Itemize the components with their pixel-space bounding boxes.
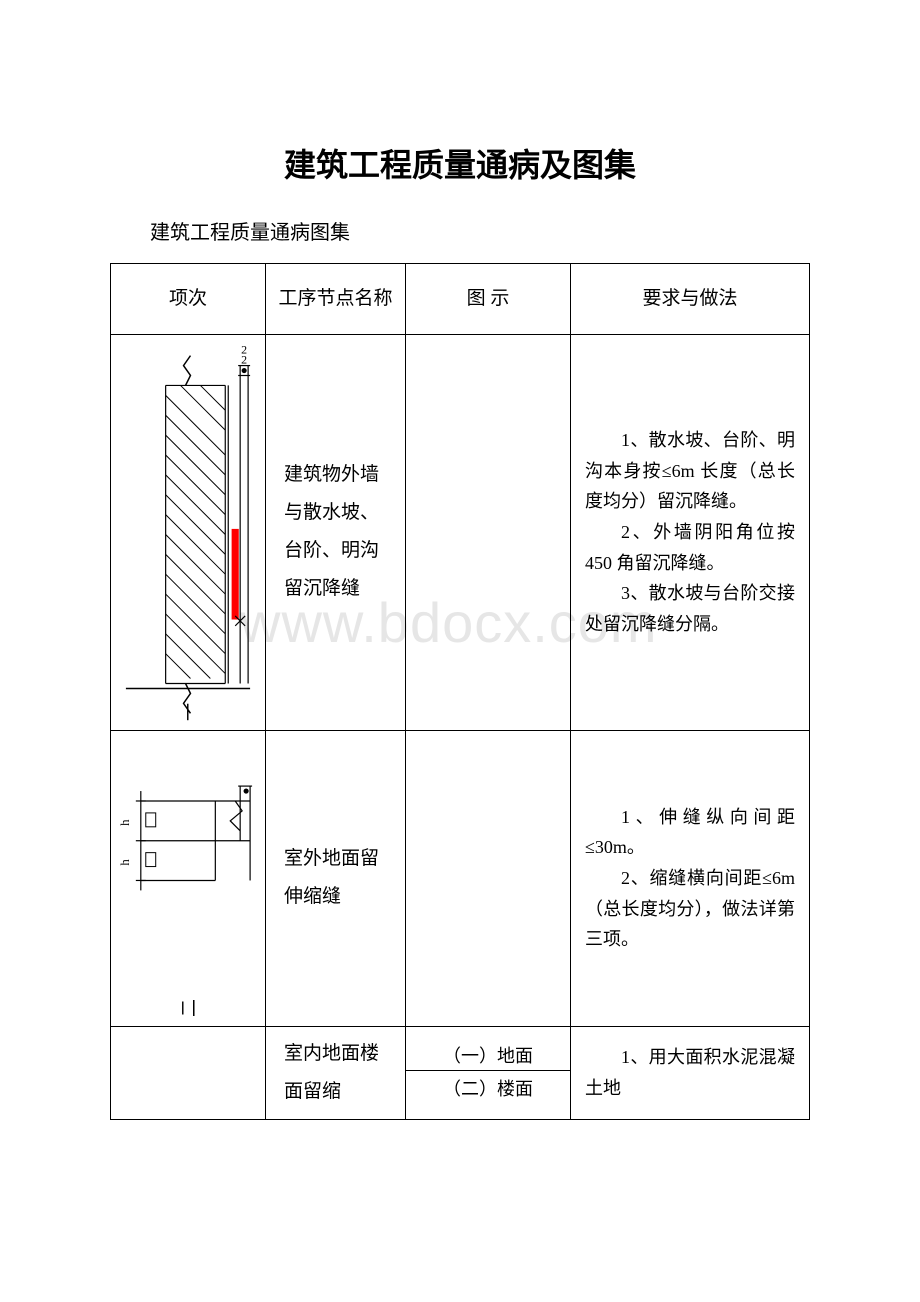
req-point: 2、缩缝横向间距≤6m（总长度均分），做法详第三项。 [585, 863, 795, 955]
svg-text:h: h [117, 819, 132, 826]
row-index-1: 一 [175, 697, 201, 721]
diagram-2: h h [111, 731, 265, 1020]
cell-index-1: 2 2 一 [111, 334, 266, 730]
cell-req-1: 1、散水坡、台阶、明沟本身按≤6m 长度（总长度均分）留沉降缝。 2、外墙阴阳角… [571, 334, 810, 730]
cell-index-3 [111, 1026, 266, 1119]
req-point: 1、散水坡、台阶、明沟本身按≤6m 长度（总长度均分）留沉降缝。 [585, 425, 795, 517]
cell-name-1: 建筑物外墙与散水坡、台阶、明沟留沉降缝 [266, 334, 406, 730]
table-header-row: 项次 工序节点名称 图 示 要求与做法 [111, 264, 810, 335]
page-title: 建筑工程质量通病及图集 [110, 140, 810, 186]
req-point: 1、伸缝纵向间距≤30m。 [585, 802, 795, 863]
quality-table: 项次 工序节点名称 图 示 要求与做法 [110, 263, 810, 1120]
cell-req-2: 1、伸缝纵向间距≤30m。 2、缩缝横向间距≤6m（总长度均分），做法详第三项。 [571, 730, 810, 1026]
fig-line: （二）楼面 [406, 1070, 570, 1104]
fig-line: （一）地面 [414, 1042, 562, 1071]
cell-index-2: h h 二 [111, 730, 266, 1026]
table-row: 2 2 一 建筑物外墙与散水坡、台阶、明沟留沉降缝 1、散水坡、台阶、明沟本身按… [111, 334, 810, 730]
req-point: 3、散水坡与台阶交接处留沉降缝分隔。 [585, 578, 795, 639]
cell-name-2: 室外地面留伸缩缝 [266, 730, 406, 1026]
header-name: 工序节点名称 [266, 264, 406, 335]
row-index-2: 二 [175, 993, 201, 1017]
cell-fig-1 [406, 334, 571, 730]
header-index: 项次 [111, 264, 266, 335]
table-row: h h 二 室外地面留伸缩缝 1、伸缝纵向间距≤30m。 2、缩缝横向间距≤6m… [111, 730, 810, 1026]
cell-fig-3: （一）地面 （二）楼面 [406, 1026, 571, 1119]
cell-req-3: 1、用大面积水泥混凝土地 [571, 1026, 810, 1119]
cell-fig-2 [406, 730, 571, 1026]
req-point: 1、用大面积水泥混凝土地 [585, 1042, 795, 1103]
cell-name-3: 室内地面楼面留缩 [266, 1026, 406, 1119]
header-fig: 图 示 [406, 264, 571, 335]
req-point: 2、外墙阴阳角位按 450 角留沉降缝。 [585, 517, 795, 578]
page-subtitle: 建筑工程质量通病图集 [110, 216, 810, 245]
svg-text:h: h [117, 858, 132, 865]
header-req: 要求与做法 [571, 264, 810, 335]
svg-text:2: 2 [241, 352, 247, 366]
diagram-1: 2 2 [111, 335, 265, 724]
table-row: 室内地面楼面留缩 （一）地面 （二）楼面 1、用大面积水泥混凝土地 [111, 1026, 810, 1119]
